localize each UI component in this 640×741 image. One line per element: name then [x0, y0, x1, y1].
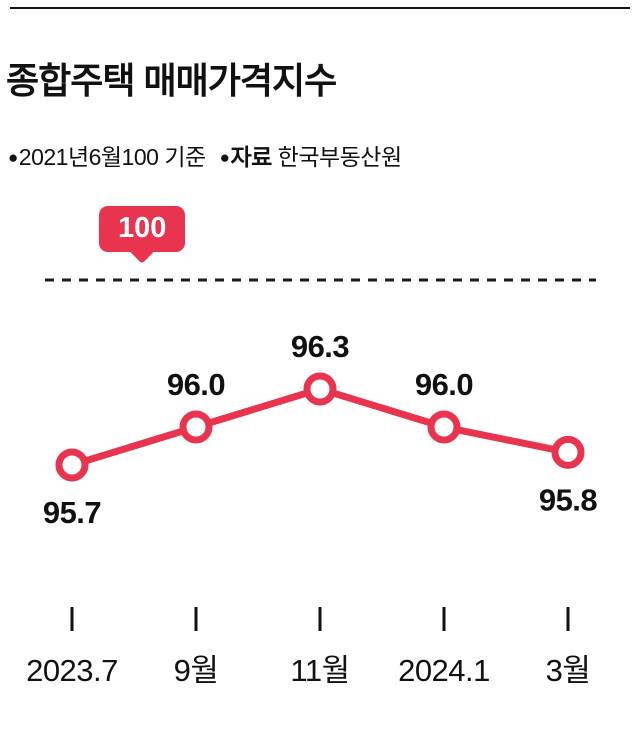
x-axis-label: 2024.1	[398, 653, 490, 688]
data-point-label: 95.7	[43, 495, 101, 530]
data-point-label: 95.8	[539, 482, 598, 517]
data-point-label: 96.3	[291, 329, 350, 364]
top-rule	[10, 7, 630, 9]
x-axis-label: 3월	[546, 653, 591, 688]
bullet-icon: ●	[219, 148, 230, 167]
data-point-marker	[551, 435, 585, 469]
legend-source-label: 자료	[230, 144, 272, 170]
chart-legend: ●2021년6월100 기준 ●자료 한국부동산원	[8, 138, 402, 172]
data-point-marker	[179, 410, 213, 444]
reference-badge: 100	[99, 206, 186, 252]
data-point-label: 96.0	[415, 367, 473, 402]
legend-basis: 2021년6월100 기준	[18, 144, 206, 170]
data-point-marker	[55, 448, 89, 482]
data-point-marker	[303, 372, 337, 406]
x-axis-label: 9월	[174, 653, 219, 688]
page-title: 종합주택 매매가격지수	[6, 60, 337, 101]
data-point-label: 96.0	[167, 367, 225, 402]
bullet-icon: ●	[8, 148, 18, 167]
x-axis-label: 2023.7	[26, 653, 118, 688]
legend-source-value: 한국부동산원	[277, 144, 402, 170]
data-point-marker	[427, 410, 461, 444]
x-axis-label: 11월	[290, 653, 349, 688]
